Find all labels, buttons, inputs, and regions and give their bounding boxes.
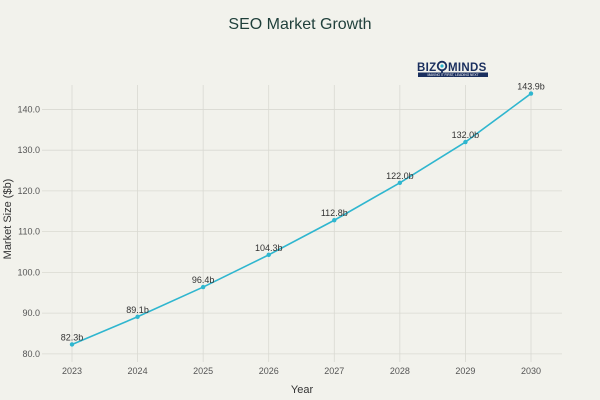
- data-label: 82.3b: [61, 332, 84, 342]
- data-point: [200, 284, 206, 290]
- series-group: 82.3b 89.1b 96.4b 104.3b 112.8b 122.0b 132.0b 1…: [61, 82, 545, 347]
- data-label: 112.8b: [321, 208, 348, 218]
- y-tick-label: 80.0: [22, 349, 40, 359]
- series-line: [71, 92, 532, 346]
- data-point: [69, 342, 75, 347]
- x-tick-label: 2025: [193, 366, 213, 376]
- logo-text-left: BIZ: [417, 62, 436, 74]
- y-gridlines: [42, 109, 562, 355]
- logo-text-right: MINDS: [448, 62, 487, 74]
- data-label: 122.0b: [386, 171, 414, 181]
- y-tick-label: 110.0: [18, 227, 40, 237]
- data-label: 89.1b: [126, 305, 149, 315]
- x-tick-label: 2029: [455, 366, 475, 376]
- data-label: 143.9b: [517, 82, 545, 92]
- x-tick-label: 2023: [62, 366, 82, 376]
- y-tick-label: 120.0: [17, 186, 40, 196]
- data-point: [463, 139, 468, 145]
- x-tick-label: 2024: [128, 366, 148, 376]
- data-label: 132.0b: [452, 130, 480, 140]
- data-point: [135, 314, 140, 319]
- data-point: [397, 180, 403, 185]
- x-axis-label: Year: [291, 384, 314, 396]
- data-label: 96.4b: [192, 275, 215, 285]
- data-label: 104.3b: [255, 243, 283, 253]
- x-gridlines: [71, 85, 532, 362]
- x-tick-label: 2026: [259, 366, 279, 376]
- y-tick-labels: 80.0 90.0 100.0 110.0 120.0 130.0 140.0: [17, 104, 40, 358]
- logo: BIZ MINDS MAKING IT FIRST, LEADING NEXT: [417, 60, 488, 77]
- data-point: [332, 218, 337, 223]
- y-tick-label: 140.0: [17, 104, 40, 114]
- x-tick-label: 2030: [521, 366, 541, 376]
- y-tick-label: 130.0: [17, 145, 40, 155]
- y-tick-label: 100.0: [17, 267, 40, 277]
- chart-title: SEO Market Growth: [228, 16, 371, 33]
- data-point: [528, 91, 534, 96]
- logo-tagline: MAKING IT FIRST, LEADING NEXT: [427, 73, 478, 77]
- logo-tagline-bar: [418, 72, 488, 77]
- data-point: [266, 252, 271, 258]
- x-tick-label: 2027: [324, 366, 344, 376]
- y-axis-label: Market Size ($b): [2, 179, 14, 260]
- x-tick-label: 2028: [390, 366, 410, 376]
- x-tick-labels: 2023 2024 2025 2026 2027 2028 2029 2030: [62, 366, 541, 376]
- magnifier-icon: [436, 60, 448, 74]
- y-tick-label: 90.0: [22, 308, 40, 318]
